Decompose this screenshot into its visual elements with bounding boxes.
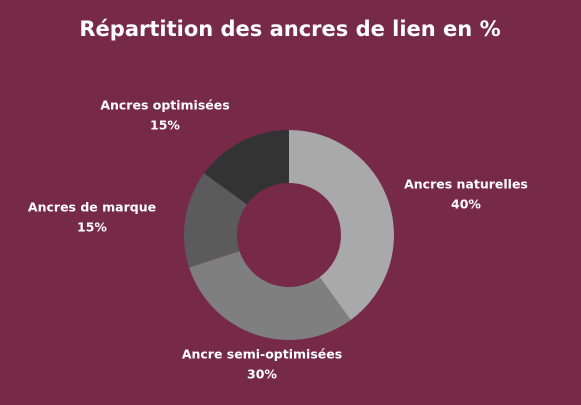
donut-slice xyxy=(289,130,394,320)
donut-slice xyxy=(189,251,351,340)
slice-value: 15% xyxy=(150,118,180,133)
slice-value: 15% xyxy=(77,220,107,235)
slice-value: 40% xyxy=(451,197,481,212)
donut-slice xyxy=(204,130,289,205)
slice-value: 30% xyxy=(247,367,277,382)
slice-label: Ancre semi-optimisées xyxy=(182,347,342,362)
chart-title: Répartition des ancres de lien en % xyxy=(79,17,500,41)
slice-label: Ancres optimisées xyxy=(100,98,229,113)
slice-label: Ancres naturelles xyxy=(404,177,528,192)
slice-label: Ancres de marque xyxy=(28,200,156,215)
donut-slice xyxy=(184,173,247,268)
